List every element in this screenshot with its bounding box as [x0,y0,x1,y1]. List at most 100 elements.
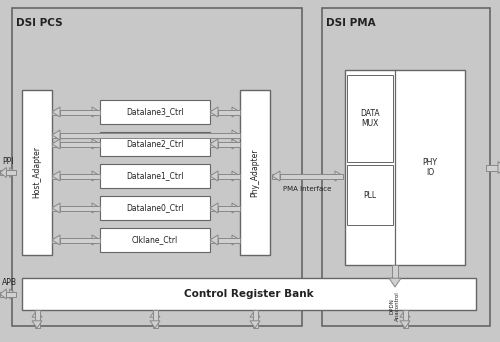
Bar [60,142,100,146]
Polygon shape [232,203,240,213]
Bar [6,170,16,175]
Text: DPDN
Anacontrol: DPDN Anacontrol [390,291,400,321]
Bar [100,164,210,188]
Polygon shape [92,235,100,245]
Bar [210,237,232,242]
Text: DSI PCS: DSI PCS [16,18,62,28]
Bar [22,90,52,255]
Polygon shape [498,161,500,173]
Bar [347,75,393,162]
Bar [210,206,232,210]
Bar [60,173,100,179]
Polygon shape [52,171,60,181]
Bar [12,8,302,326]
Bar [52,132,232,137]
Text: APB: APB [2,278,17,287]
Polygon shape [210,235,218,245]
Bar [280,173,343,179]
Bar [60,132,240,137]
Bar [272,173,335,179]
Polygon shape [52,130,60,140]
Polygon shape [335,171,343,181]
Bar [210,109,232,115]
Bar [210,173,232,179]
Bar [347,165,393,225]
Text: Datalane3_Ctrl: Datalane3_Ctrl [126,107,184,117]
Polygon shape [232,139,240,149]
Bar [6,291,16,297]
Bar [218,173,240,179]
Bar [52,237,92,242]
Bar [100,228,210,252]
Bar [52,173,92,179]
Polygon shape [210,203,218,213]
Polygon shape [210,171,218,181]
Text: PPI: PPI [2,157,14,166]
Polygon shape [232,171,240,181]
Bar [34,317,40,328]
Polygon shape [32,310,42,317]
Bar [345,70,465,265]
Bar [392,265,398,278]
Polygon shape [52,107,60,117]
Text: PMA Interface: PMA Interface [284,186,332,192]
Text: Phy_Adapter: Phy_Adapter [250,148,260,197]
Polygon shape [150,310,160,317]
Text: Control Register Bank: Control Register Bank [184,289,314,299]
Bar [218,237,240,242]
Polygon shape [250,321,260,328]
Bar [252,310,258,321]
Polygon shape [52,203,60,213]
Bar [486,165,498,171]
Bar [152,317,158,328]
Polygon shape [232,130,240,140]
Polygon shape [52,139,60,149]
Bar [52,109,92,115]
Polygon shape [10,168,16,177]
Bar [60,109,100,115]
Bar [402,317,407,328]
Bar [210,142,232,146]
Polygon shape [272,171,280,181]
Bar [218,206,240,210]
Text: DSI PMA: DSI PMA [326,18,376,28]
Polygon shape [210,107,218,117]
Bar [100,196,210,220]
Bar [60,206,100,210]
Polygon shape [0,289,6,299]
Bar [0,291,10,297]
Bar [252,317,258,328]
Polygon shape [250,310,260,317]
Text: DATA
MUX: DATA MUX [360,109,380,128]
Text: Datalane0_Ctrl: Datalane0_Ctrl [126,203,184,212]
Bar [52,142,92,146]
Polygon shape [10,289,16,299]
Bar [60,237,100,242]
Bar [22,278,476,310]
Bar [100,132,210,156]
Bar [402,310,407,321]
Text: Clklane_Ctrl: Clklane_Ctrl [132,236,178,245]
Bar [218,142,240,146]
Text: Host_Adapter: Host_Adapter [32,146,42,198]
Bar [240,90,270,255]
Polygon shape [389,278,401,287]
Polygon shape [210,139,218,149]
Text: Datalane2_Ctrl: Datalane2_Ctrl [126,140,184,148]
Polygon shape [92,203,100,213]
Text: Datalane1_Ctrl: Datalane1_Ctrl [126,171,184,181]
Bar [100,100,210,124]
Polygon shape [32,321,42,328]
Text: PHY
IO: PHY IO [422,158,438,177]
Polygon shape [0,168,6,177]
Bar [322,8,490,326]
Bar [218,109,240,115]
Polygon shape [150,321,160,328]
Bar [52,206,92,210]
Bar [0,170,10,175]
Polygon shape [52,235,60,245]
Polygon shape [92,107,100,117]
Polygon shape [232,235,240,245]
Polygon shape [400,310,410,317]
Polygon shape [232,107,240,117]
